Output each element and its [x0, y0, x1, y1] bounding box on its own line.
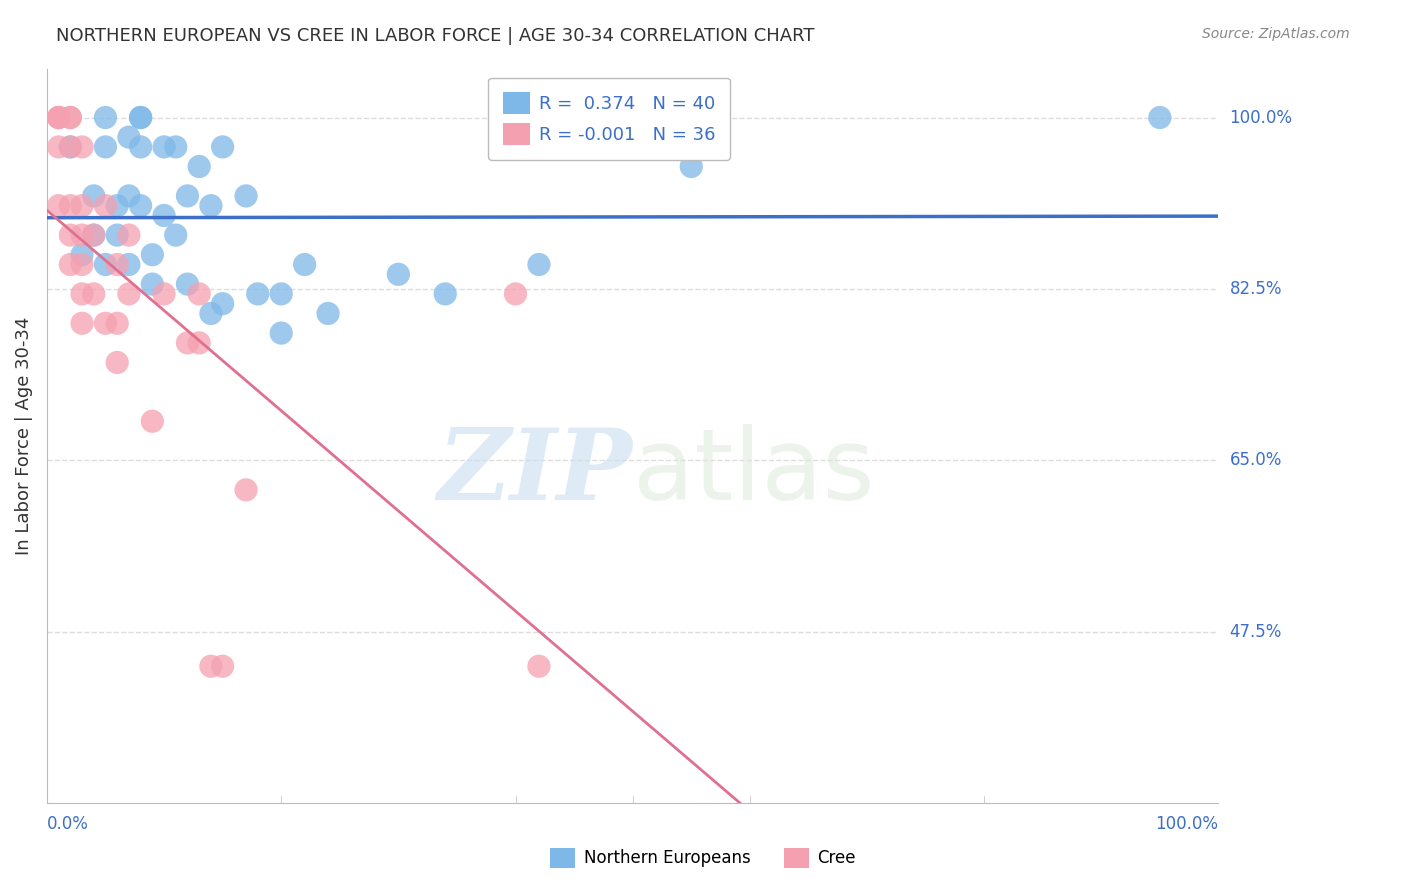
Point — [70, 286, 93, 301]
Point — [59, 140, 82, 154]
Text: ZIP: ZIP — [437, 425, 633, 521]
Point — [83, 189, 105, 203]
Point — [59, 228, 82, 243]
Point — [94, 316, 117, 330]
Point — [527, 659, 550, 673]
Point — [48, 111, 70, 125]
Point — [105, 355, 128, 369]
Point — [118, 286, 141, 301]
Point — [200, 306, 222, 320]
Point — [505, 286, 527, 301]
Point — [70, 199, 93, 213]
Point — [270, 326, 292, 340]
Point — [59, 140, 82, 154]
Point — [83, 228, 105, 243]
Point — [118, 258, 141, 272]
Point — [129, 111, 152, 125]
Point — [270, 286, 292, 301]
Point — [129, 111, 152, 125]
Point — [70, 228, 93, 243]
Point — [129, 140, 152, 154]
Point — [235, 483, 257, 497]
Point — [59, 199, 82, 213]
Point — [246, 286, 269, 301]
Point — [153, 286, 176, 301]
Point — [141, 248, 163, 262]
Point — [165, 140, 187, 154]
Point — [294, 258, 316, 272]
Point — [70, 248, 93, 262]
Point — [105, 228, 128, 243]
Text: atlas: atlas — [633, 425, 875, 521]
Point — [118, 130, 141, 145]
Point — [188, 286, 211, 301]
Text: 47.5%: 47.5% — [1230, 623, 1282, 641]
Point — [70, 316, 93, 330]
Point — [211, 659, 233, 673]
Text: 100.0%: 100.0% — [1230, 109, 1292, 127]
Point — [387, 267, 409, 281]
Point — [118, 189, 141, 203]
Point — [105, 199, 128, 213]
Point — [141, 414, 163, 428]
Point — [316, 306, 339, 320]
Point — [188, 160, 211, 174]
Point — [527, 258, 550, 272]
Point — [211, 296, 233, 310]
Point — [105, 258, 128, 272]
Point — [59, 111, 82, 125]
Point — [118, 228, 141, 243]
Point — [153, 140, 176, 154]
Point — [176, 277, 198, 291]
Text: 82.5%: 82.5% — [1230, 280, 1282, 298]
Point — [83, 228, 105, 243]
Point — [83, 286, 105, 301]
Point — [48, 140, 70, 154]
Point — [129, 199, 152, 213]
Text: Source: ZipAtlas.com: Source: ZipAtlas.com — [1202, 27, 1350, 41]
Point — [200, 659, 222, 673]
Point — [176, 335, 198, 350]
Text: NORTHERN EUROPEAN VS CREE IN LABOR FORCE | AGE 30-34 CORRELATION CHART: NORTHERN EUROPEAN VS CREE IN LABOR FORCE… — [56, 27, 814, 45]
Legend: R =  0.374   N = 40, R = -0.001   N = 36: R = 0.374 N = 40, R = -0.001 N = 36 — [488, 78, 730, 160]
Point — [153, 209, 176, 223]
Point — [70, 258, 93, 272]
Point — [59, 258, 82, 272]
Point — [165, 228, 187, 243]
Point — [94, 199, 117, 213]
Text: 0.0%: 0.0% — [46, 815, 89, 833]
Point — [188, 335, 211, 350]
Point — [48, 111, 70, 125]
Point — [681, 160, 703, 174]
Point — [48, 111, 70, 125]
Point — [235, 189, 257, 203]
Legend: Northern Europeans, Cree: Northern Europeans, Cree — [544, 841, 862, 875]
Y-axis label: In Labor Force | Age 30-34: In Labor Force | Age 30-34 — [15, 317, 32, 555]
Text: 65.0%: 65.0% — [1230, 451, 1282, 469]
Point — [48, 199, 70, 213]
Point — [94, 111, 117, 125]
Point — [211, 140, 233, 154]
Point — [70, 140, 93, 154]
Point — [105, 316, 128, 330]
Point — [141, 277, 163, 291]
Point — [94, 140, 117, 154]
Point — [176, 189, 198, 203]
Point — [59, 111, 82, 125]
Point — [94, 258, 117, 272]
Text: 100.0%: 100.0% — [1156, 815, 1219, 833]
Point — [1149, 111, 1171, 125]
Point — [200, 199, 222, 213]
Point — [434, 286, 457, 301]
